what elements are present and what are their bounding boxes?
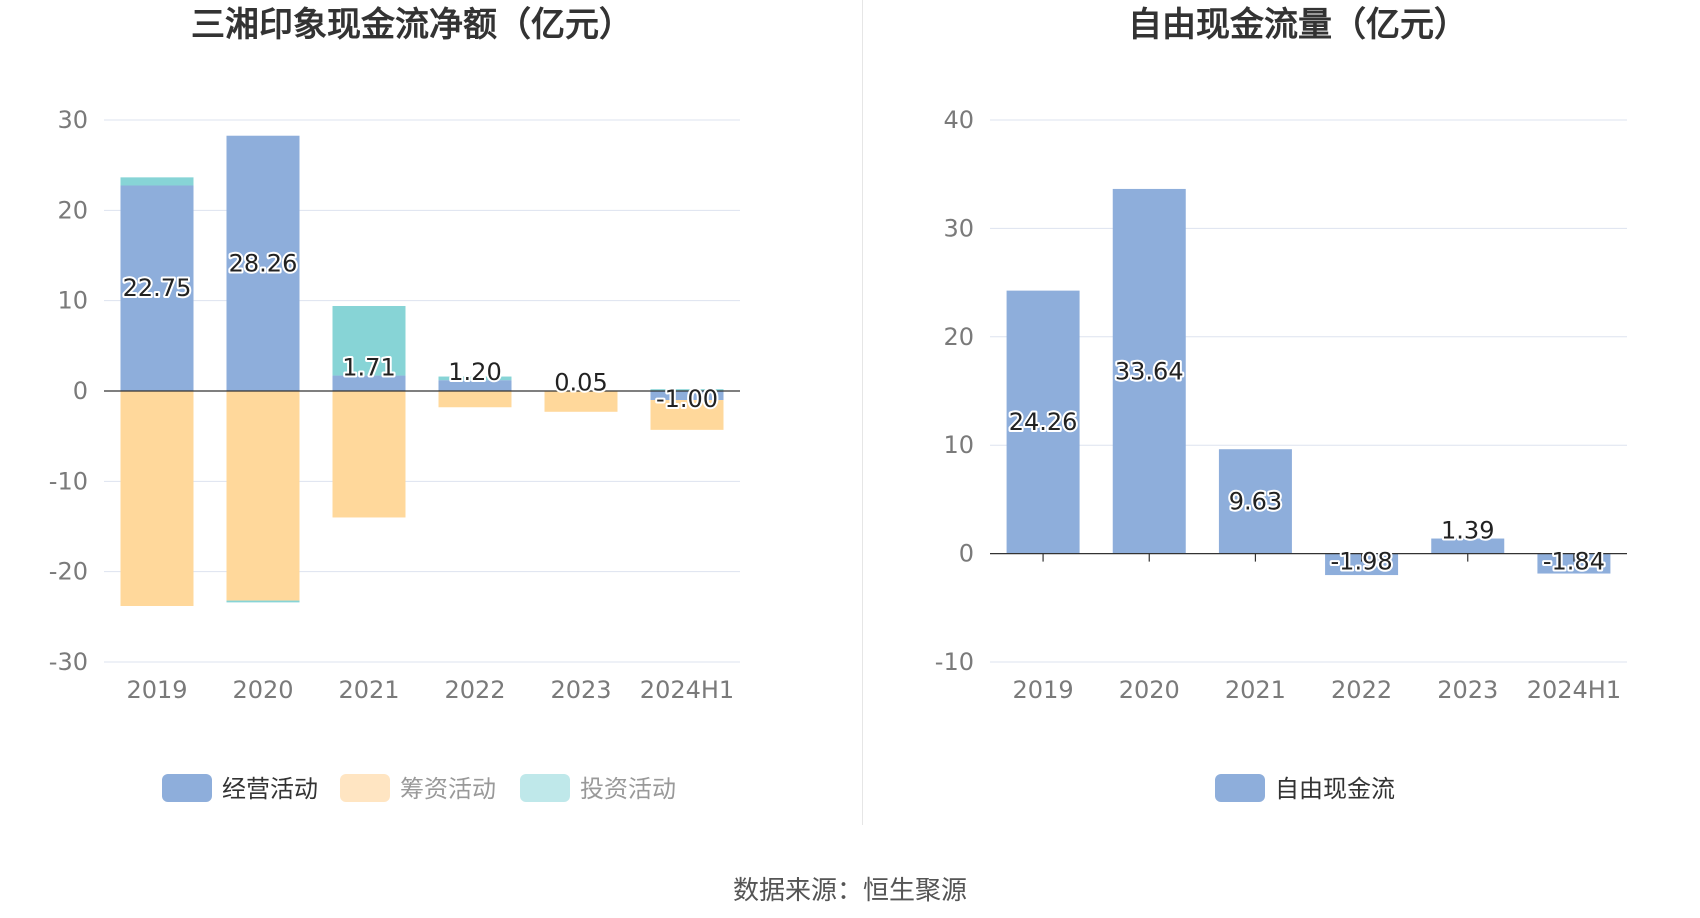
bar-经营活动 (226, 135, 300, 391)
data-source-note: 数据来源：恒生聚源 (732, 876, 967, 906)
data-label: -1.98 (1331, 548, 1393, 576)
y-tick-label: -10 (49, 467, 88, 495)
bar (1325, 553, 1399, 576)
data-label: 28.26 (229, 249, 298, 277)
bar-筹资活动 (544, 391, 618, 412)
bar-投资活动 (438, 376, 512, 381)
data-label: -1.84 (1543, 548, 1605, 576)
bar (1431, 538, 1505, 554)
y-tick-label: 30 (57, 106, 88, 134)
chart-title: 三湘印象现金流净额（亿元） (191, 5, 633, 45)
x-tick-label: 2022 (444, 676, 505, 704)
legend-swatch (340, 774, 390, 802)
data-label: 1.20 (448, 358, 501, 386)
bar-筹资活动 (438, 391, 512, 408)
data-label: 22.75 (123, 274, 192, 302)
y-tick-label: 10 (57, 287, 88, 315)
bar-筹资活动 (226, 391, 300, 601)
legend-label: 投资活动 (580, 775, 676, 803)
x-tick-label: 2020 (232, 676, 293, 704)
legend-label: 自由现金流 (1275, 775, 1395, 803)
bar-投资活动 (226, 600, 300, 603)
y-tick-label: -10 (935, 648, 974, 676)
bar (1112, 188, 1186, 554)
y-tick-label: 0 (73, 377, 88, 405)
x-tick-label: 2023 (550, 676, 611, 704)
chart-title: 自由现金流量（亿元） (1128, 5, 1468, 45)
cash-flow-net-chart: 三湘印象现金流净额（亿元） 30 20 10 0 -10 -20 -30 2019 2020 202… (49, 5, 740, 803)
data-label: 1.39 (1441, 517, 1494, 545)
x-tick-label: 2022 (1331, 676, 1392, 704)
bar (1006, 290, 1080, 554)
bar-投资活动 (332, 305, 406, 376)
x-tick-label: 2024H1 (640, 676, 734, 704)
y-tick-label: 0 (959, 540, 974, 568)
bar-经营活动 (650, 391, 724, 401)
bar (1537, 553, 1611, 574)
bar-筹资活动 (650, 400, 724, 430)
bar-投资活动 (120, 177, 194, 186)
legend-swatch (520, 774, 570, 802)
data-label: 24.26 (1009, 408, 1078, 436)
x-tick-label: 2021 (338, 676, 399, 704)
x-tick-label: 2019 (126, 676, 187, 704)
x-tick-label: 2019 (1013, 676, 1074, 704)
bar-投资活动 (650, 389, 724, 391)
bar-筹资活动 (120, 391, 194, 606)
y-tick-label: -20 (49, 558, 88, 586)
data-label: 9.63 (1229, 487, 1282, 515)
data-label: 0.05 (554, 369, 607, 397)
x-tick-label: 2021 (1225, 676, 1286, 704)
bar-经营活动 (120, 185, 194, 391)
data-label: 1.71 (342, 354, 395, 382)
legend-swatch (162, 774, 212, 802)
data-label: -1.00 (656, 385, 718, 413)
bar-筹资活动 (332, 391, 406, 518)
legend-label: 经营活动 (222, 775, 318, 803)
bar (1218, 449, 1292, 554)
y-tick-label: 40 (943, 106, 974, 134)
x-tick-label: 2020 (1119, 676, 1180, 704)
bar-经营活动 (332, 375, 406, 391)
legend-swatch (1215, 774, 1265, 802)
x-tick-label: 2023 (1437, 676, 1498, 704)
panel-divider (862, 0, 863, 825)
legend-label: 筹资活动 (400, 775, 496, 803)
y-tick-label: -30 (49, 648, 88, 676)
y-tick-label: 30 (943, 214, 974, 242)
y-tick-label: 20 (57, 196, 88, 224)
data-label: 33.64 (1115, 357, 1184, 385)
y-tick-label: 10 (943, 431, 974, 459)
y-tick-label: 20 (943, 323, 974, 351)
bar-经营活动 (438, 380, 512, 391)
free-cash-flow-chart: 自由现金流量（亿元） 40 30 20 10 0 -10 2019 2020 2021 2022 20… (935, 5, 1627, 803)
x-tick-label: 2024H1 (1527, 676, 1621, 704)
